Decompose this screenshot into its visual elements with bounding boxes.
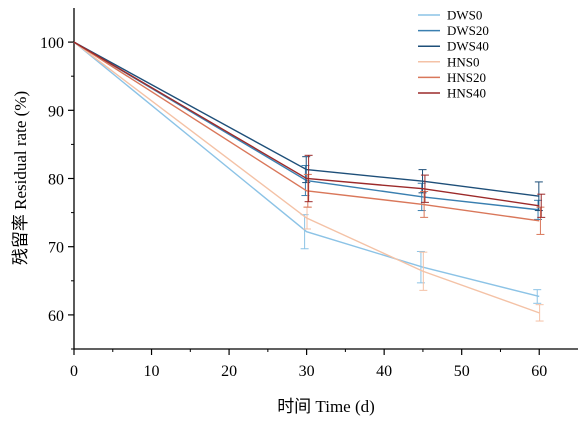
series-hns40 [73, 41, 546, 218]
series-line [73, 41, 540, 222]
legend-label: DWS20 [447, 23, 489, 38]
y-tick-label: 90 [48, 103, 64, 120]
x-tick-label: 0 [70, 363, 78, 380]
series-line [73, 41, 540, 197]
y-tick-label: 100 [40, 35, 64, 52]
x-tick-label: 10 [144, 363, 160, 380]
legend-label: HNS20 [447, 70, 486, 85]
axes: 0 10 20 30 40 50 60 60 70 80 90 100 [40, 8, 578, 380]
series-hns20 [73, 41, 545, 235]
x-axis-title: 时间 Time (d) [277, 397, 375, 416]
legend-label: HNS0 [447, 54, 480, 69]
x-tick-label: 20 [221, 363, 237, 380]
series-line [73, 41, 540, 211]
series-line [73, 41, 540, 314]
y-tick-label: 80 [48, 172, 64, 189]
y-tick-label: 70 [48, 240, 64, 257]
x-tick-label: 40 [376, 363, 392, 380]
series-layer [73, 41, 546, 322]
legend-label: DWS0 [447, 8, 482, 23]
series-line [73, 41, 540, 207]
x-tick-label: 50 [454, 363, 470, 380]
legend-label: DWS40 [447, 39, 489, 54]
legend-label: HNS40 [447, 86, 486, 101]
x-tick-label: 30 [299, 363, 315, 380]
y-axis-title: 残留率 Residual rate (%) [11, 91, 30, 265]
series-line [73, 41, 540, 298]
y-tick-label: 60 [48, 308, 64, 325]
x-tick-label: 60 [531, 363, 547, 380]
series-hns0 [73, 41, 544, 322]
